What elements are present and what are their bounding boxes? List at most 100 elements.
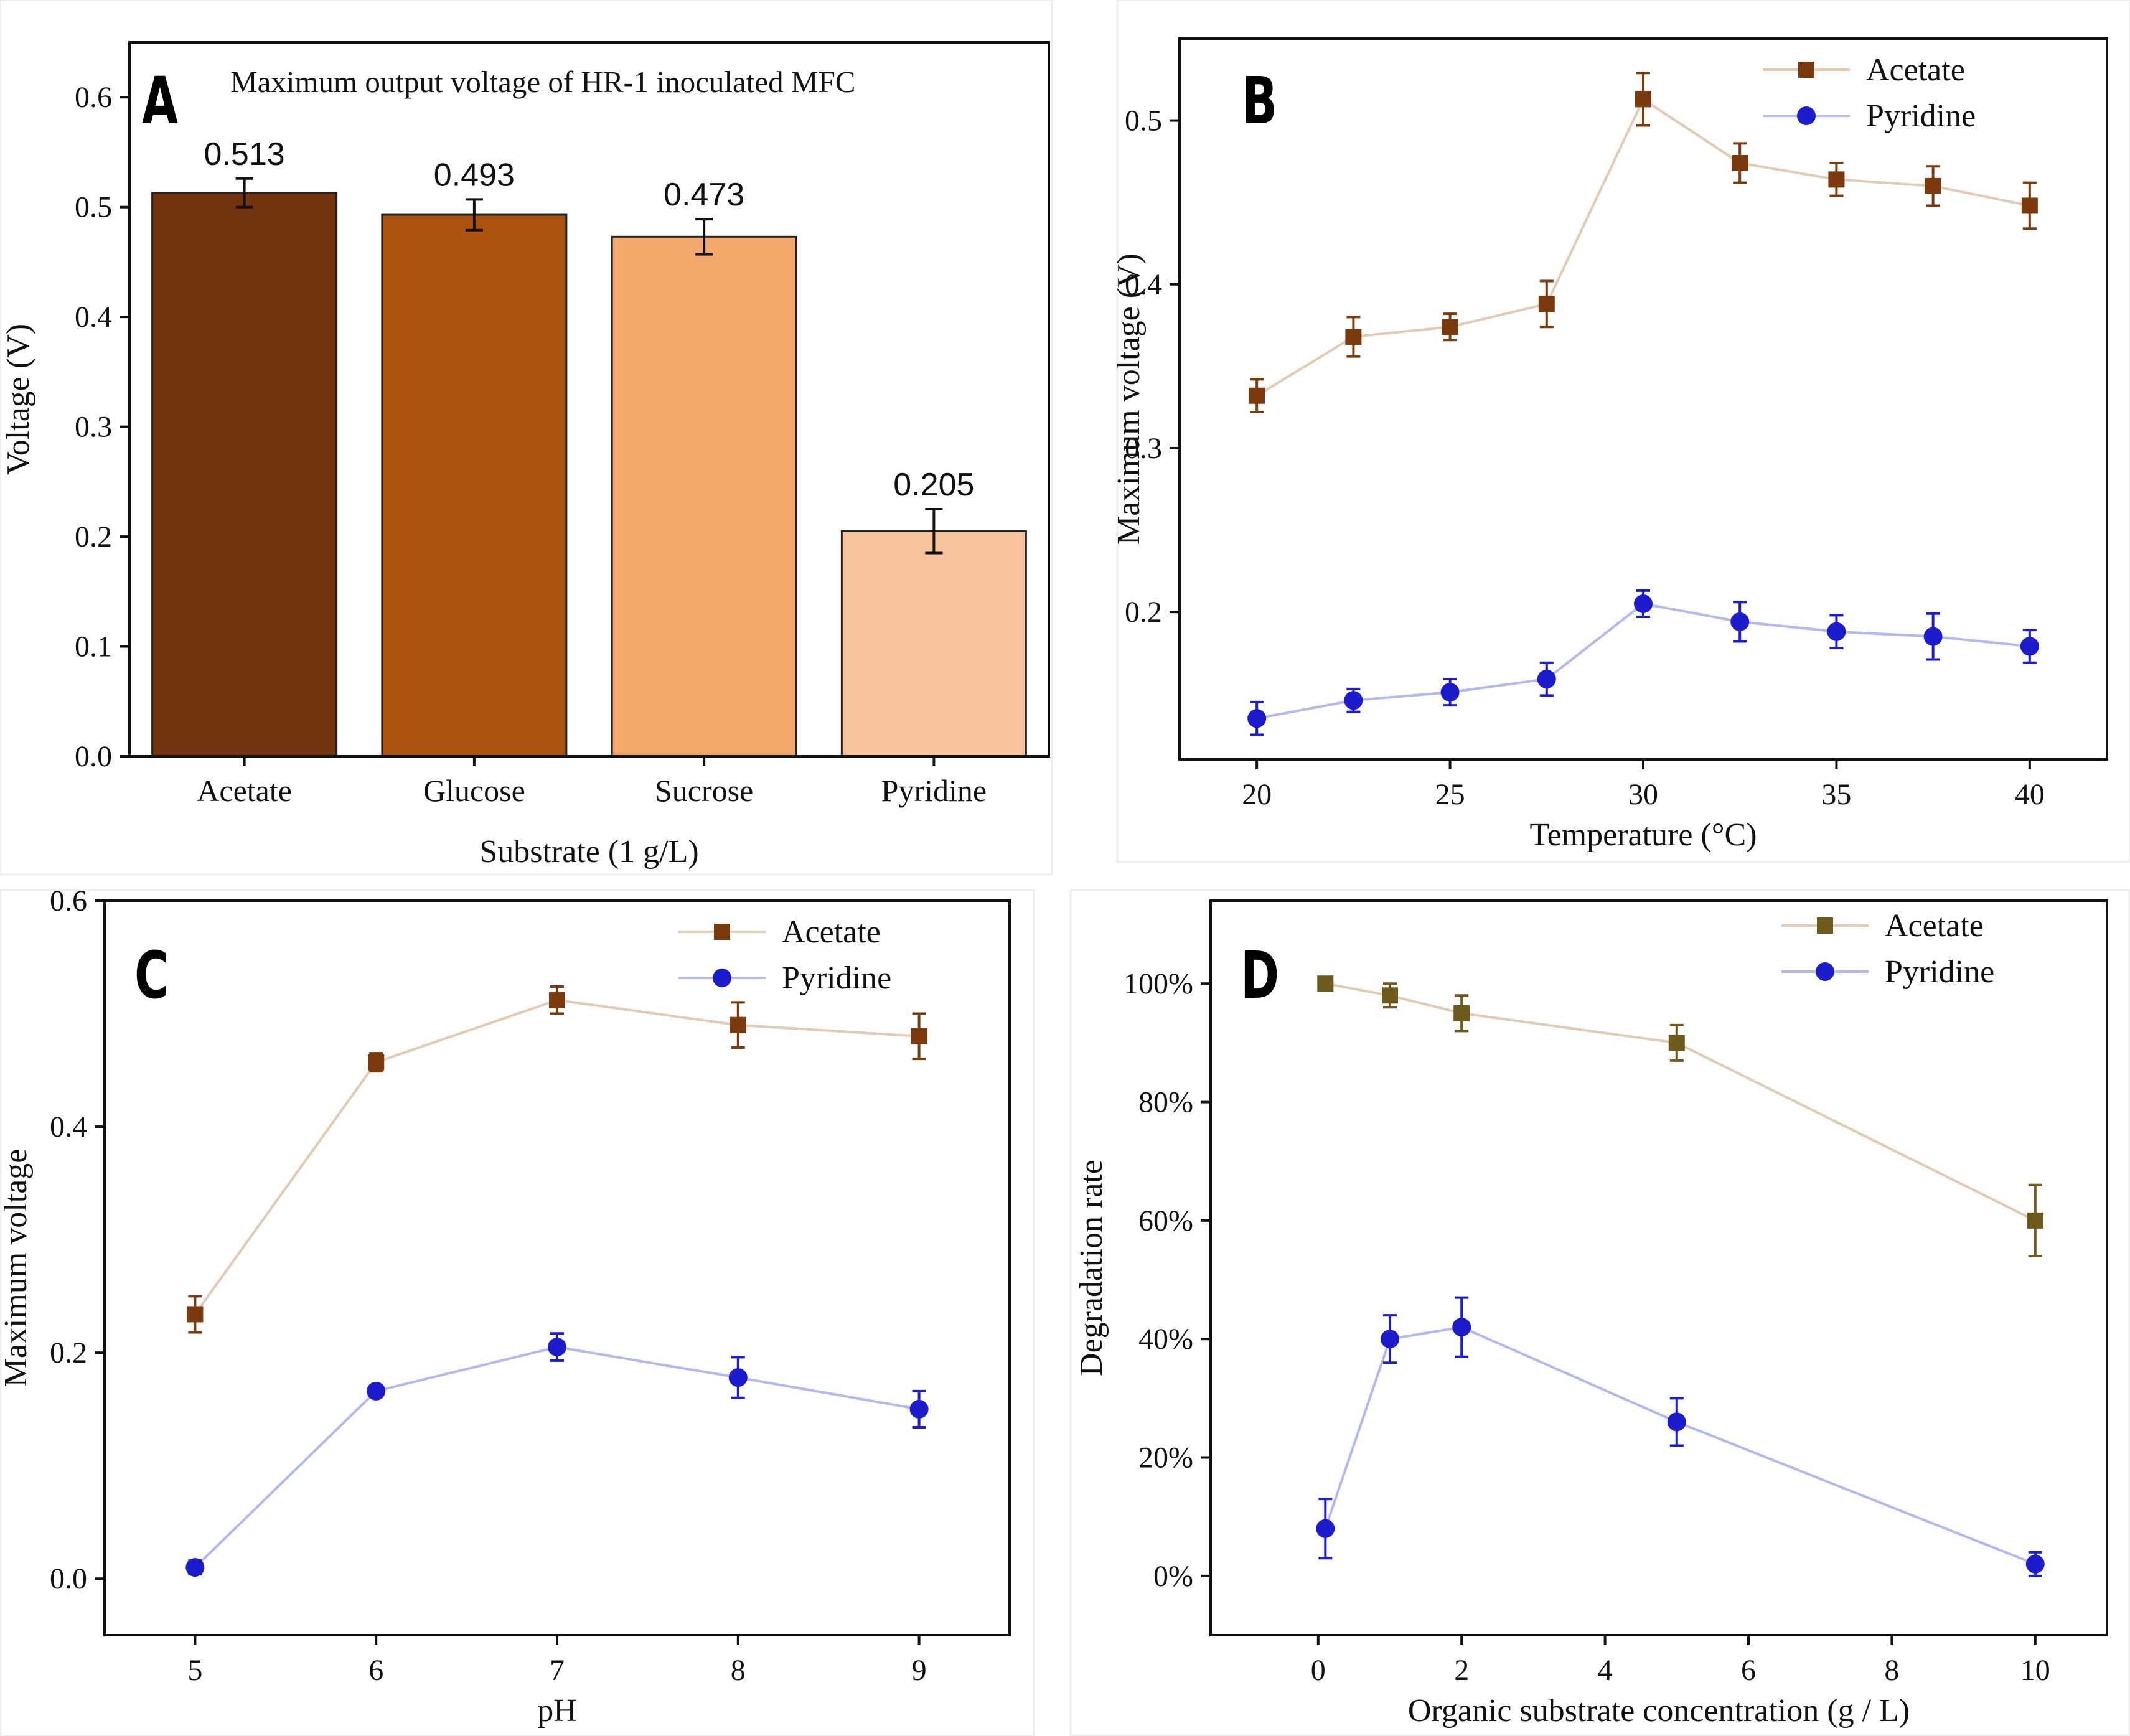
data-label: 0.205 <box>893 467 974 503</box>
panel-d: 0% 20% 40% 60% 80% 100% Degradation rate 0 2 4 6 8 1… <box>1074 899 2108 1729</box>
y-axis-label: Voltage (V) <box>1 324 36 475</box>
data-label: 0.513 <box>204 136 285 172</box>
y-tick-label: 0.6 <box>50 884 87 917</box>
panel-letter-c: C <box>134 939 169 1014</box>
y-tick-label: 80% <box>1138 1086 1193 1119</box>
x-tick-label: Pyridine <box>881 773 987 808</box>
legend-marker-acetate <box>714 924 730 940</box>
legend-label-acetate: Acetate <box>782 914 881 950</box>
x-axis-label: Substrate (1 g/L) <box>479 834 698 870</box>
x-axis-label: pH <box>537 1693 577 1729</box>
data-label: 0.473 <box>664 177 744 213</box>
data-point-pyridine <box>548 1338 566 1357</box>
panel-b: 0.2 0.3 0.4 0.5 Maximum voltage (V) 20 25 30 35 4… <box>1111 37 2108 853</box>
y-tick-label: 0.2 <box>1125 596 1162 629</box>
y-axis-label: Maximum voltage <box>0 1149 34 1387</box>
x-tick-label: Sucrose <box>655 773 753 808</box>
data-point-acetate <box>1382 987 1398 1004</box>
bar-sucrose <box>611 235 797 758</box>
y-tick-label: 0% <box>1153 1560 1193 1593</box>
data-point-acetate <box>1249 387 1265 404</box>
legend-marker-acetate <box>1798 62 1814 78</box>
x-tick-label: 4 <box>1598 1654 1613 1687</box>
data-point-pyridine <box>1344 691 1363 710</box>
y-tick-label: 0.1 <box>75 631 112 664</box>
y-tick-label: 0.4 <box>1125 268 1162 301</box>
x-tick-label: 6 <box>368 1654 383 1687</box>
x-tick-label: Glucose <box>423 773 525 808</box>
panel-letter-b: B <box>1242 64 1277 139</box>
x-tick-label: 0 <box>1311 1654 1326 1687</box>
plot-frame-a <box>128 41 1050 758</box>
data-point-pyridine <box>728 1368 748 1387</box>
legend-label-pyridine: Pyridine <box>782 960 891 996</box>
panel-a: 0.513Acetate0.493Glucose0.473Sucrose0.20… <box>1 41 1050 870</box>
x-tick-label: 40 <box>2015 778 2045 811</box>
x-tick-label: 6 <box>1741 1654 1756 1687</box>
x-tick-label: 35 <box>1821 778 1851 811</box>
bar-acetate <box>151 192 338 758</box>
x-axis-label: Temperature (°C) <box>1529 817 1757 853</box>
data-point-acetate <box>2027 1212 2043 1229</box>
data-label: 0.493 <box>434 157 515 193</box>
y-tick-label: 60% <box>1138 1204 1193 1237</box>
y-tick-label: 0.3 <box>1125 432 1162 465</box>
data-point-pyridine <box>1381 1330 1399 1349</box>
data-point-acetate <box>1317 975 1334 992</box>
y-tick-label: 100% <box>1124 967 1193 1000</box>
y-tick-label: 0.4 <box>75 301 112 334</box>
data-point-pyridine <box>1923 627 1943 646</box>
y-tick-label: 0.2 <box>75 520 112 553</box>
data-point-pyridine <box>1247 709 1267 728</box>
y-tick-label: 0.6 <box>75 81 112 114</box>
data-point-acetate <box>1538 296 1555 312</box>
data-point-pyridine <box>1634 594 1653 613</box>
plot-frame-d <box>1209 899 2108 1636</box>
data-point-acetate <box>730 1016 746 1033</box>
x-tick-label: 5 <box>187 1654 202 1687</box>
data-point-acetate <box>1732 155 1748 172</box>
data-point-pyridine <box>185 1558 205 1577</box>
data-point-pyridine <box>2025 1554 2045 1574</box>
legend-label-acetate: Acetate <box>1885 908 1984 944</box>
legend-label-acetate: Acetate <box>1866 52 1965 88</box>
data-point-pyridine <box>909 1399 929 1419</box>
data-point-acetate <box>368 1054 385 1071</box>
x-tick-label: 2 <box>1454 1654 1469 1687</box>
x-tick-label: 9 <box>912 1654 927 1687</box>
legend-label-pyridine: Pyridine <box>1866 98 1976 134</box>
x-tick-label: 7 <box>550 1654 565 1687</box>
y-axis-label: Maximum voltage (V) <box>1111 253 1147 545</box>
panel-c: 0.0 0.2 0.4 0.6 Maximum voltage 5 6 7 8 9 pH Acetat… <box>0 884 1011 1729</box>
y-tick-label: 0.4 <box>50 1110 87 1143</box>
data-point-acetate <box>1635 91 1651 108</box>
y-tick-label: 0.5 <box>75 191 112 224</box>
data-point-pyridine <box>367 1381 386 1401</box>
x-tick-label: 25 <box>1435 778 1465 811</box>
y-tick-label: 0.0 <box>75 740 112 773</box>
legend-marker-pyridine <box>1797 106 1816 125</box>
data-point-pyridine <box>1440 683 1460 702</box>
y-tick-label: 40% <box>1138 1323 1193 1356</box>
data-point-acetate <box>1925 177 1941 194</box>
chart-title: Maximum output voltage of HR-1 inoculate… <box>230 65 855 99</box>
panel-letter-d: D <box>1241 939 1279 1014</box>
data-point-pyridine <box>1316 1519 1335 1538</box>
legend-marker-pyridine <box>1816 962 1834 981</box>
y-tick-label: 20% <box>1138 1442 1193 1475</box>
bar-pyridine <box>840 530 1027 758</box>
data-point-acetate <box>549 992 565 1008</box>
data-point-acetate <box>1668 1035 1685 1051</box>
data-point-pyridine <box>1667 1412 1686 1432</box>
x-tick-label: 20 <box>1242 778 1272 811</box>
bar-glucose <box>381 213 568 758</box>
y-tick-label: 0.5 <box>1125 105 1162 138</box>
data-point-pyridine <box>1452 1318 1471 1337</box>
x-tick-label: 8 <box>1884 1654 1899 1687</box>
x-tick-label: 30 <box>1628 778 1658 811</box>
data-point-acetate <box>1442 319 1458 335</box>
y-tick-label: 0.3 <box>75 411 112 444</box>
legend-marker-pyridine <box>713 969 731 987</box>
data-point-pyridine <box>2020 637 2039 656</box>
